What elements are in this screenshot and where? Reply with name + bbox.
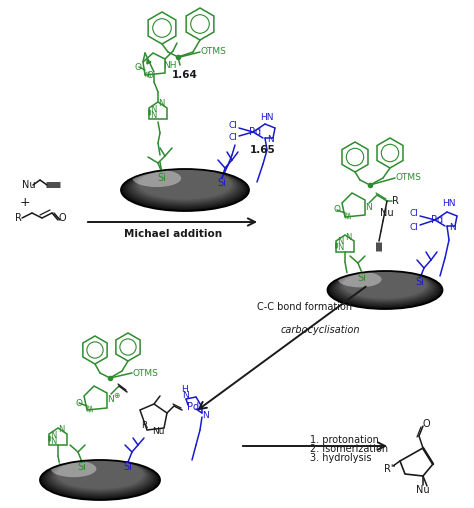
Text: 2. isomerization: 2. isomerization bbox=[310, 444, 388, 454]
Text: N: N bbox=[158, 100, 164, 109]
Text: OTMS: OTMS bbox=[132, 368, 158, 377]
Text: Nu: Nu bbox=[416, 485, 430, 495]
Text: Nu: Nu bbox=[380, 208, 394, 218]
Text: Si: Si bbox=[218, 178, 227, 188]
Ellipse shape bbox=[343, 271, 427, 299]
Ellipse shape bbox=[330, 271, 439, 307]
Ellipse shape bbox=[336, 271, 434, 303]
Text: HN: HN bbox=[260, 113, 274, 122]
Ellipse shape bbox=[333, 271, 437, 305]
Text: N: N bbox=[50, 436, 56, 446]
Text: C-C bond formation: C-C bond formation bbox=[257, 302, 353, 312]
Text: OTMS: OTMS bbox=[200, 48, 226, 56]
Text: Cl: Cl bbox=[410, 223, 419, 232]
Ellipse shape bbox=[126, 169, 244, 208]
Text: O: O bbox=[422, 419, 430, 429]
Ellipse shape bbox=[329, 271, 441, 308]
Ellipse shape bbox=[342, 271, 428, 300]
Text: Cl: Cl bbox=[228, 121, 237, 131]
Ellipse shape bbox=[40, 460, 160, 500]
Ellipse shape bbox=[46, 460, 154, 496]
Ellipse shape bbox=[133, 170, 181, 187]
Ellipse shape bbox=[47, 460, 153, 495]
Ellipse shape bbox=[45, 460, 155, 497]
Ellipse shape bbox=[54, 460, 146, 491]
Ellipse shape bbox=[123, 169, 247, 210]
Ellipse shape bbox=[51, 460, 96, 477]
Ellipse shape bbox=[337, 271, 432, 302]
Text: N: N bbox=[450, 224, 456, 233]
Text: OTMS: OTMS bbox=[395, 174, 421, 182]
Text: 1.65: 1.65 bbox=[250, 145, 276, 155]
Text: O: O bbox=[135, 62, 142, 72]
Text: Pd: Pd bbox=[187, 402, 199, 412]
Text: N: N bbox=[202, 410, 210, 420]
Text: N: N bbox=[365, 203, 373, 211]
Text: N: N bbox=[150, 111, 156, 119]
Text: N: N bbox=[182, 391, 190, 399]
Text: 1. protonation: 1. protonation bbox=[310, 435, 379, 445]
Text: Pd: Pd bbox=[431, 215, 443, 225]
Ellipse shape bbox=[332, 271, 438, 306]
Text: +: + bbox=[20, 196, 30, 208]
Text: Nu: Nu bbox=[152, 428, 164, 436]
Text: O: O bbox=[75, 398, 82, 407]
Text: O: O bbox=[58, 213, 66, 223]
Ellipse shape bbox=[51, 460, 149, 493]
Text: N: N bbox=[50, 430, 56, 439]
Text: Si: Si bbox=[157, 173, 166, 183]
Ellipse shape bbox=[340, 271, 429, 300]
Text: R: R bbox=[141, 422, 147, 430]
Ellipse shape bbox=[128, 169, 243, 207]
Text: N: N bbox=[337, 238, 343, 246]
Text: Si: Si bbox=[78, 462, 86, 472]
Text: Si: Si bbox=[357, 273, 366, 283]
Ellipse shape bbox=[121, 169, 249, 211]
Text: N: N bbox=[337, 243, 343, 252]
Text: H: H bbox=[182, 385, 188, 394]
Text: R'': R'' bbox=[384, 464, 396, 474]
Ellipse shape bbox=[335, 271, 435, 304]
Text: O: O bbox=[146, 72, 154, 80]
Ellipse shape bbox=[134, 169, 236, 203]
Text: N: N bbox=[150, 105, 156, 113]
Text: Si: Si bbox=[416, 277, 424, 287]
Text: R: R bbox=[392, 196, 399, 206]
Text: Cl: Cl bbox=[228, 134, 237, 143]
Ellipse shape bbox=[338, 271, 382, 288]
Ellipse shape bbox=[56, 460, 144, 489]
Ellipse shape bbox=[129, 169, 241, 206]
Text: N: N bbox=[345, 233, 351, 241]
Text: N: N bbox=[108, 396, 114, 404]
Ellipse shape bbox=[124, 169, 246, 209]
Text: Si: Si bbox=[124, 462, 132, 472]
Ellipse shape bbox=[49, 460, 151, 494]
Ellipse shape bbox=[55, 460, 145, 490]
Text: Pd: Pd bbox=[249, 127, 261, 137]
Text: Michael addition: Michael addition bbox=[124, 229, 222, 239]
Text: ⊕: ⊕ bbox=[113, 392, 119, 400]
Ellipse shape bbox=[52, 460, 148, 492]
Text: carbocyclisation: carbocyclisation bbox=[280, 325, 360, 335]
Text: HN: HN bbox=[442, 200, 456, 208]
Ellipse shape bbox=[136, 169, 235, 202]
Text: R: R bbox=[15, 213, 22, 223]
Text: 3. hydrolysis: 3. hydrolysis bbox=[310, 453, 372, 463]
Text: N: N bbox=[58, 426, 64, 434]
Ellipse shape bbox=[138, 169, 231, 200]
Ellipse shape bbox=[137, 169, 233, 201]
Text: Nu: Nu bbox=[22, 180, 36, 190]
Text: NH: NH bbox=[163, 61, 177, 71]
Text: N: N bbox=[268, 136, 274, 144]
Text: Cl: Cl bbox=[410, 208, 419, 217]
Ellipse shape bbox=[42, 460, 158, 499]
Text: O: O bbox=[334, 206, 340, 214]
Ellipse shape bbox=[131, 169, 239, 205]
Ellipse shape bbox=[132, 169, 238, 204]
Polygon shape bbox=[147, 60, 151, 64]
Ellipse shape bbox=[43, 460, 157, 498]
Text: 1.64: 1.64 bbox=[172, 70, 198, 80]
Ellipse shape bbox=[328, 271, 443, 309]
Ellipse shape bbox=[339, 271, 431, 301]
